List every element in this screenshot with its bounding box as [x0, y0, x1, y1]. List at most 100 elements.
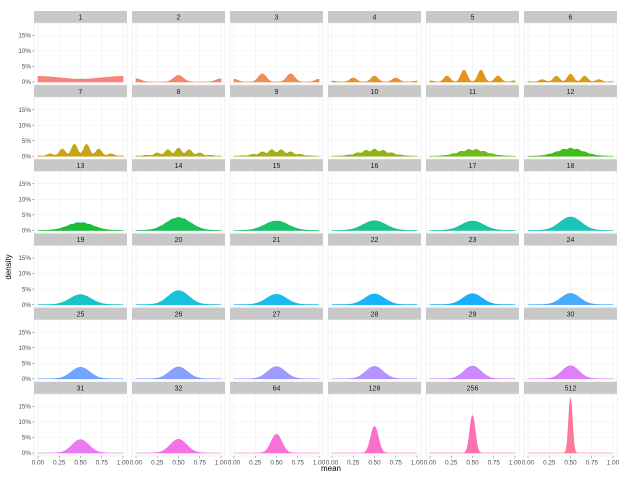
facet-strip [132, 233, 225, 246]
gridlines [34, 394, 127, 456]
density-area [38, 294, 123, 305]
density-area [527, 73, 614, 83]
facet-panel: 19 [33, 233, 128, 308]
y-tick-label: 0% [22, 376, 32, 383]
x-tick-label: 0.25 [543, 460, 556, 467]
x-tick-label: 1.00 [117, 460, 130, 467]
x-tick-label: 0.25 [445, 460, 458, 467]
facet-strip [426, 159, 519, 172]
facet-label: 30 [567, 311, 575, 318]
density-area [233, 73, 320, 83]
x-tick-label: 0.25 [151, 460, 164, 467]
facet-label: 8 [177, 89, 181, 96]
density-area [37, 76, 124, 83]
gridlines [34, 319, 127, 382]
facet-strip [426, 85, 519, 98]
y-tick-label: 10% [18, 271, 31, 278]
facet-panel: 128 [327, 382, 422, 457]
facet-panel: 32 [131, 382, 226, 457]
y-tick-label: 15% [18, 404, 31, 411]
facet-label: 13 [77, 163, 85, 170]
facet-panel: 31 [33, 382, 128, 457]
facet-panel: 11 [425, 85, 520, 160]
gridlines [230, 245, 323, 308]
density-area [331, 148, 418, 157]
facet-label: 17 [469, 163, 477, 170]
density-area [234, 294, 319, 305]
facet-label: 26 [175, 311, 183, 318]
facet-label: 512 [565, 386, 577, 393]
density-area [528, 293, 613, 305]
facet-panel: 29 [425, 307, 520, 383]
y-tick-label: 10% [18, 345, 31, 352]
y-axis-title: density [4, 254, 13, 279]
facet-strip [524, 85, 617, 98]
y-tick-label: 10% [18, 122, 31, 129]
facet-label: 12 [567, 89, 575, 96]
density-area [233, 149, 320, 157]
x-tick-label: 0.50 [368, 460, 381, 467]
density-area [332, 293, 417, 305]
x-tick-label: 0.50 [172, 460, 185, 467]
facet-panel: 2 [131, 11, 226, 86]
gridlines [132, 171, 225, 234]
facet-panel: 20 [131, 233, 226, 308]
density-area [528, 365, 613, 380]
density-area [234, 434, 319, 454]
facet-panel: 512 [523, 382, 618, 457]
facet-label: 3 [275, 15, 279, 22]
facet-strip [328, 382, 421, 394]
facet-strip [426, 382, 519, 394]
y-tick-label: 5% [22, 64, 32, 71]
facet-strip [132, 307, 225, 320]
facet-panel: 26 [131, 307, 226, 383]
density-area [135, 217, 222, 231]
facet-label: 14 [175, 163, 183, 170]
density-area [430, 365, 515, 380]
facet-label: 22 [371, 237, 379, 244]
facet-label: 9 [275, 89, 279, 96]
facet-label: 15 [273, 163, 281, 170]
x-tick-label: 1.00 [607, 460, 620, 467]
facet-panel: 4 [327, 11, 422, 86]
x-tick-label: 0.00 [326, 460, 339, 467]
x-tick-label: 1.00 [509, 460, 522, 467]
gridlines [132, 245, 225, 308]
facet-label: 29 [469, 311, 477, 318]
y-tick-label: 5% [22, 286, 32, 293]
density-area [528, 216, 613, 231]
facet-strip [230, 233, 323, 246]
facet-strip [230, 11, 323, 23]
facet-panel: 9 [229, 85, 324, 160]
facet-label: 21 [273, 237, 281, 244]
facet-strip [524, 11, 617, 23]
x-tick-label: 0.50 [564, 460, 577, 467]
facet-label: 24 [567, 237, 575, 244]
y-tick-label: 5% [22, 435, 32, 442]
density-area [430, 220, 515, 231]
facet-panel: 5 [425, 11, 520, 86]
facet-strip [328, 233, 421, 246]
x-tick-label: 0.75 [194, 460, 207, 467]
facet-strip [426, 233, 519, 246]
y-tick-label: 0% [22, 153, 32, 160]
facet-panel: 8 [131, 85, 226, 160]
y-tick-label: 5% [22, 212, 32, 219]
facet-strip [132, 382, 225, 394]
x-tick-label: 1.00 [215, 460, 228, 467]
gridlines [34, 171, 127, 234]
y-tick-label: 10% [18, 48, 31, 55]
facet-label: 16 [371, 163, 379, 170]
facet-strip [524, 307, 617, 320]
x-tick-label: 0.50 [74, 460, 87, 467]
y-tick-label: 15% [18, 107, 31, 114]
y-tick-label: 10% [18, 197, 31, 204]
gridlines [328, 171, 421, 234]
density-area [331, 75, 418, 83]
x-tick-label: 0.00 [228, 460, 241, 467]
facet-strip [34, 233, 127, 246]
y-tick-label: 10% [18, 419, 31, 426]
facet-panel: 22 [327, 233, 422, 308]
x-tick-label: 0.00 [424, 460, 437, 467]
